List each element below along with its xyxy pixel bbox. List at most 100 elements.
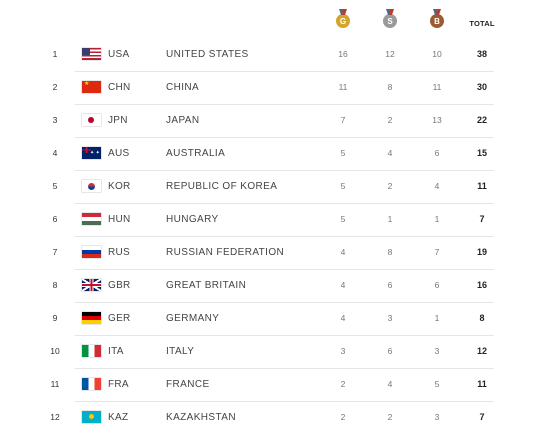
rank: 5 bbox=[52, 181, 58, 191]
silver-count: 2 bbox=[387, 115, 393, 125]
table-row[interactable]: 2 CHN CHINA 11 8 11 30 bbox=[0, 71, 537, 105]
table-row[interactable]: 1 USA UNITED STATES 16 12 10 38 bbox=[0, 38, 537, 72]
bronze-count: 3 bbox=[434, 346, 440, 356]
table-row[interactable]: 6 HUN HUNGARY 5 1 1 7 bbox=[0, 203, 537, 237]
table-row[interactable]: 9 GER GERMANY 4 3 1 8 bbox=[0, 302, 537, 336]
total-count: 16 bbox=[476, 280, 487, 290]
gold-count: 4 bbox=[340, 247, 346, 257]
row-divider bbox=[75, 236, 494, 237]
country-code: USA bbox=[108, 49, 130, 60]
silver-count: 8 bbox=[387, 247, 393, 257]
row-divider bbox=[75, 368, 494, 369]
rank: 12 bbox=[50, 412, 60, 422]
gold-count: 2 bbox=[340, 412, 346, 422]
table-row[interactable]: 12 KAZ KAZAKHSTAN 2 2 3 7 bbox=[0, 401, 537, 434]
total-count: 38 bbox=[476, 49, 487, 59]
silver-count: 3 bbox=[387, 313, 393, 323]
rank: 6 bbox=[52, 214, 58, 224]
total-count: 8 bbox=[479, 313, 485, 323]
silver-count: 2 bbox=[387, 181, 393, 191]
gold-count: 11 bbox=[338, 82, 348, 92]
table-row[interactable]: 5 KOR REPUBLIC OF KOREA 5 2 4 11 bbox=[0, 170, 537, 204]
country-name[interactable]: RUSSIAN FEDERATION bbox=[166, 247, 285, 258]
rank: 10 bbox=[50, 346, 60, 356]
country-name[interactable]: REPUBLIC OF KOREA bbox=[166, 181, 278, 192]
rank: 11 bbox=[50, 379, 60, 389]
country-name[interactable]: UNITED STATES bbox=[166, 49, 249, 60]
row-divider bbox=[75, 269, 494, 270]
silver-count: 1 bbox=[387, 214, 393, 224]
aus-flag-icon bbox=[82, 147, 101, 159]
total-count: 12 bbox=[476, 346, 487, 356]
table-row[interactable]: 3 JPN JAPAN 7 2 13 22 bbox=[0, 104, 537, 138]
table-row[interactable]: 8 GBR GREAT BRITAIN 4 6 6 16 bbox=[0, 269, 537, 303]
table-row[interactable]: 11 FRA FRANCE 2 4 5 11 bbox=[0, 368, 537, 402]
gold-count: 5 bbox=[340, 214, 346, 224]
rank: 8 bbox=[52, 280, 58, 290]
total-column-header[interactable]: TOTAL bbox=[469, 19, 495, 28]
total-count: 11 bbox=[477, 379, 487, 389]
gold-count: 7 bbox=[340, 115, 346, 125]
kaz-flag-icon bbox=[82, 411, 101, 423]
silver-medal-letter: S bbox=[387, 16, 393, 26]
rank: 9 bbox=[52, 313, 58, 323]
country-code: FRA bbox=[108, 379, 129, 390]
silver-count: 6 bbox=[387, 280, 393, 290]
country-name[interactable]: KAZAKHSTAN bbox=[166, 412, 236, 423]
country-code: RUS bbox=[108, 247, 131, 258]
gold-count: 4 bbox=[340, 280, 346, 290]
country-code: ITA bbox=[108, 346, 124, 357]
row-divider bbox=[75, 71, 494, 72]
row-divider bbox=[75, 335, 494, 336]
bronze-count: 10 bbox=[432, 49, 442, 59]
kor-flag-icon bbox=[82, 180, 101, 192]
rus-flag-icon bbox=[82, 246, 101, 258]
gold-count: 4 bbox=[340, 313, 346, 323]
country-code: JPN bbox=[108, 115, 128, 126]
country-name[interactable]: CHINA bbox=[166, 82, 200, 93]
row-divider bbox=[75, 170, 494, 171]
rank: 2 bbox=[52, 82, 58, 92]
total-count: 15 bbox=[476, 148, 487, 158]
fra-flag-icon bbox=[82, 378, 101, 390]
table-row[interactable]: 10 ITA ITALY 3 6 3 12 bbox=[0, 335, 537, 369]
row-divider bbox=[75, 302, 494, 303]
country-name[interactable]: JAPAN bbox=[166, 115, 200, 126]
gold-medal-letter: G bbox=[339, 16, 347, 26]
silver-count: 4 bbox=[387, 148, 393, 158]
bronze-medal-icon[interactable]: B bbox=[430, 14, 444, 28]
country-name[interactable]: AUSTRALIA bbox=[166, 148, 226, 159]
rank: 1 bbox=[52, 49, 58, 59]
ger-flag-icon bbox=[82, 312, 101, 324]
country-name[interactable]: ITALY bbox=[166, 346, 195, 357]
row-divider bbox=[75, 401, 494, 402]
silver-count: 4 bbox=[387, 379, 393, 389]
country-code: KAZ bbox=[108, 412, 129, 423]
gold-medal-icon[interactable]: G bbox=[336, 14, 350, 28]
bronze-count: 1 bbox=[434, 214, 440, 224]
country-code: KOR bbox=[108, 181, 131, 192]
usa-flag-icon bbox=[82, 48, 101, 60]
silver-count: 8 bbox=[387, 82, 393, 92]
table-row[interactable]: 4 AUS AUSTRALIA 5 4 6 15 bbox=[0, 137, 537, 171]
gbr-flag-icon bbox=[82, 279, 101, 291]
silver-count: 2 bbox=[387, 412, 393, 422]
total-count: 11 bbox=[477, 181, 487, 191]
gold-count: 5 bbox=[340, 148, 346, 158]
row-divider bbox=[75, 104, 494, 105]
silver-count: 6 bbox=[387, 346, 393, 356]
country-name[interactable]: GREAT BRITAIN bbox=[166, 280, 247, 291]
country-name[interactable]: HUNGARY bbox=[166, 214, 219, 225]
rank: 7 bbox=[52, 247, 58, 257]
hun-flag-icon bbox=[82, 213, 101, 225]
country-name[interactable]: FRANCE bbox=[166, 379, 210, 390]
table-row[interactable]: 7 RUS RUSSIAN FEDERATION 4 8 7 19 bbox=[0, 236, 537, 270]
silver-medal-icon[interactable]: S bbox=[383, 14, 397, 28]
bronze-count: 4 bbox=[434, 181, 440, 191]
bronze-count: 11 bbox=[432, 82, 442, 92]
ita-flag-icon bbox=[82, 345, 101, 357]
country-code: HUN bbox=[108, 214, 131, 225]
medal-table-body: 1 USA UNITED STATES 16 12 10 38 2 CHN CH… bbox=[0, 38, 537, 434]
country-name[interactable]: GERMANY bbox=[166, 313, 220, 324]
